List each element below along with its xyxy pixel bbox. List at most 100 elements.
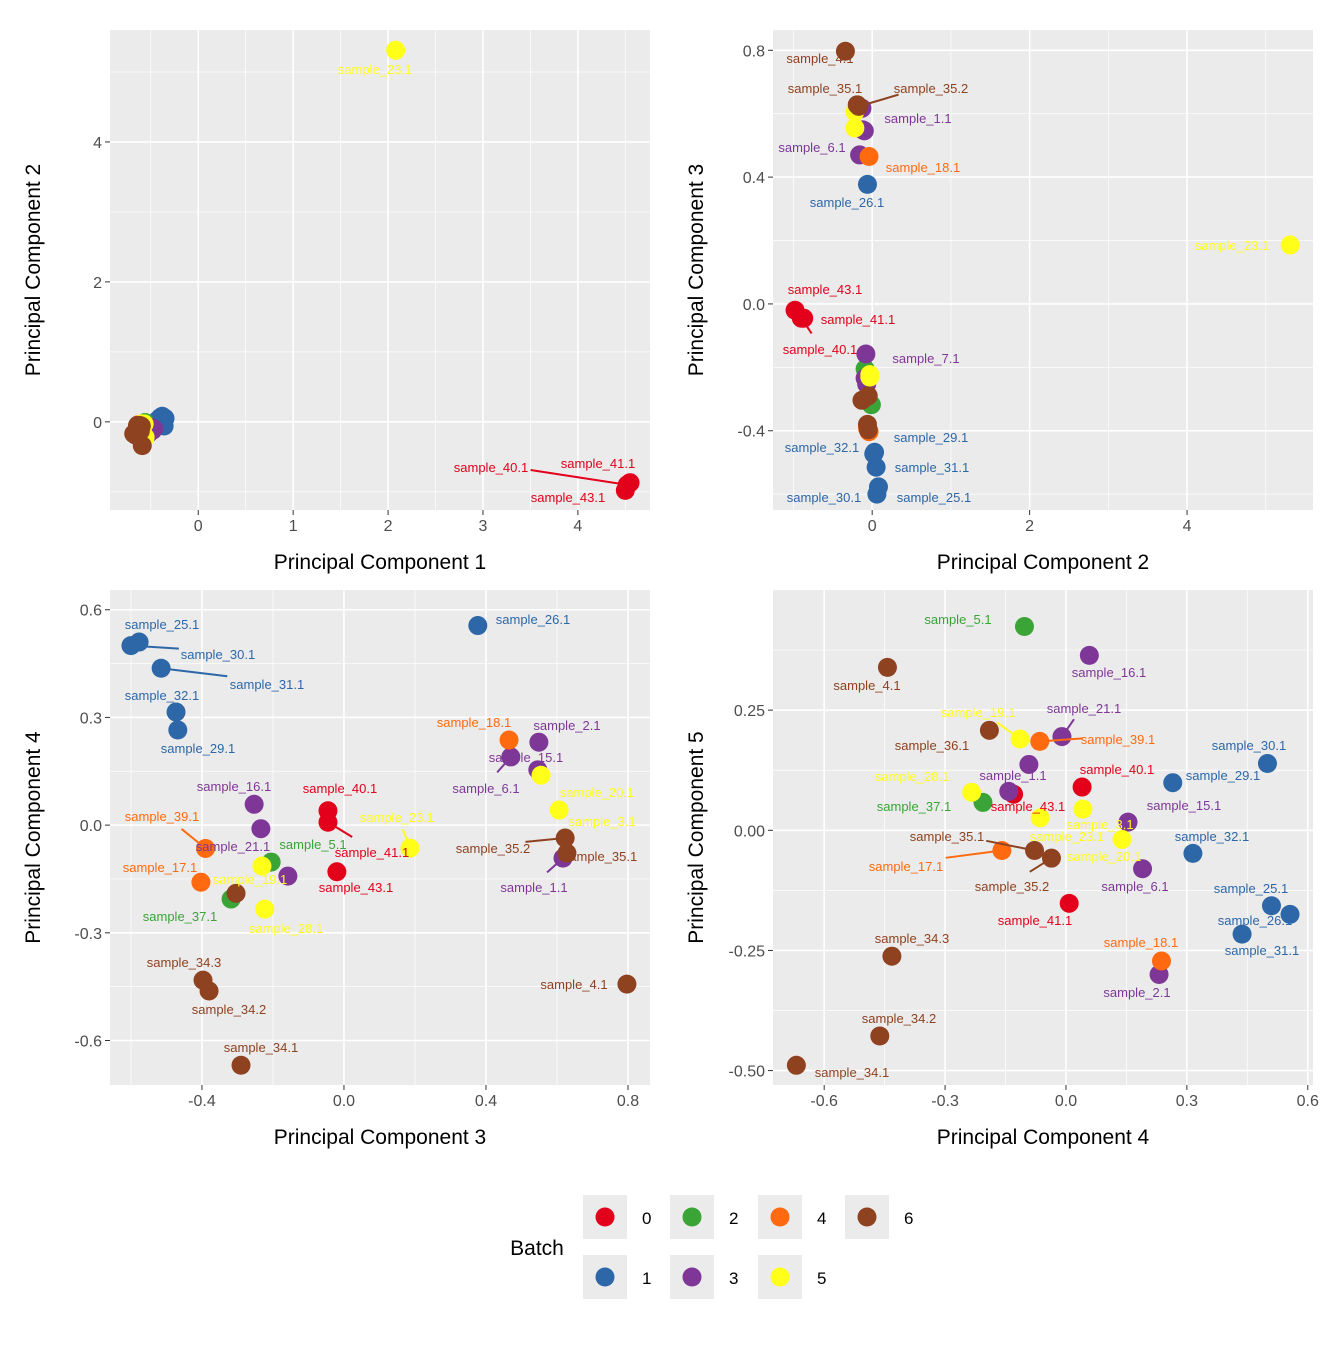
point-label: sample_43.1 xyxy=(531,490,605,505)
point-label: sample_34.1 xyxy=(815,1065,889,1080)
point-label: sample_2.1 xyxy=(1103,985,1170,1000)
point-label: sample_34.3 xyxy=(147,955,221,970)
legend-item-label: 6 xyxy=(904,1209,913,1228)
point-label: sample_7.1 xyxy=(892,351,959,366)
point-sample-7-1 xyxy=(999,781,1019,801)
point-sample-28-1 xyxy=(255,899,275,919)
y-tick-label: 0.25 xyxy=(734,703,765,720)
labels-layer: sample_5.1 sample_16.1 sample_4.1 sample_19… xyxy=(815,612,1299,1080)
point-label: sample_1.1 xyxy=(500,880,567,895)
point-sample-39-1 xyxy=(1030,731,1050,751)
point-sample-34-3 xyxy=(882,946,902,966)
y-tick-label: 0 xyxy=(93,415,102,432)
point-label: sample_23.1 xyxy=(1030,829,1104,844)
point-label: sample_25.1 xyxy=(1214,881,1288,896)
point-sample-40-1 xyxy=(1072,777,1092,797)
point-label: sample_16.1 xyxy=(197,779,271,794)
point-sample-32-1 xyxy=(864,444,884,464)
point-label: sample_30.1 xyxy=(787,490,861,505)
legend-item-batch-0: 0 xyxy=(583,1195,651,1239)
label-leader-line xyxy=(496,762,507,774)
point-label: sample_18.1 xyxy=(886,160,960,175)
point-sample-16-1 xyxy=(244,794,264,814)
point-label: sample_28.1 xyxy=(249,921,323,936)
point-label: sample_31.1 xyxy=(230,677,304,692)
legend-key-swatch xyxy=(770,1207,790,1227)
legend-item-label: 3 xyxy=(729,1269,738,1288)
label-leader-line xyxy=(945,850,995,859)
point-sample-30-1 xyxy=(867,484,887,504)
point-sample-23-1 xyxy=(1030,808,1050,828)
y-axis-title: Principal Component 2 xyxy=(22,164,45,376)
point-sample-2-1 xyxy=(529,732,549,752)
point-label: sample_20.1 xyxy=(560,785,634,800)
point-label: sample_29.1 xyxy=(161,741,235,756)
label-leader-line xyxy=(996,721,1015,736)
point-label: sample_35.1 xyxy=(788,81,862,96)
point-label: sample_43.1 xyxy=(788,282,862,297)
point-sample-36-1 xyxy=(979,720,999,740)
point-sample-28-1 xyxy=(962,782,982,802)
point-label: sample_15.1 xyxy=(1147,798,1221,813)
legend-key-swatch xyxy=(770,1267,790,1287)
panel-background xyxy=(773,590,1313,1085)
point-sample-4-1 xyxy=(617,974,637,994)
label-leader-line xyxy=(546,862,558,874)
point-sample-5-1 xyxy=(1014,617,1034,637)
label-leader-line xyxy=(138,645,179,650)
point-sample-35-2 xyxy=(849,96,869,116)
x-tick-label: -0.6 xyxy=(810,1093,838,1110)
point-label: sample_40.1 xyxy=(454,460,528,475)
y-tick-label: 4 xyxy=(93,135,102,152)
point-sample-43-1 xyxy=(327,862,347,882)
point-sample-32-1 xyxy=(166,702,186,722)
point-label: sample_35.2 xyxy=(975,879,1049,894)
label-leader-line xyxy=(168,668,228,678)
point-sample-34-1 xyxy=(786,1055,806,1075)
point-sample-23-1 xyxy=(386,40,406,60)
point-label: sample_41.1 xyxy=(821,312,895,327)
point-sample-41-1 xyxy=(1059,893,1079,913)
y-axis-title: Principal Component 5 xyxy=(685,731,708,943)
point-label: sample_29.1 xyxy=(894,430,968,445)
point-label: sample_23.1 xyxy=(338,62,412,77)
point-sample-4-1 xyxy=(877,657,897,677)
point-label: sample_16.1 xyxy=(1072,665,1146,680)
legend-item-batch-5: 5 xyxy=(758,1255,826,1299)
point-label: sample_36.1 xyxy=(895,738,969,753)
point-sample-18-1 xyxy=(1151,951,1171,971)
legend-title: Batch xyxy=(510,1237,564,1260)
point-sample-21-1 xyxy=(1052,727,1072,747)
x-tick-label: 1 xyxy=(289,518,298,535)
point-label: sample_35.1 xyxy=(910,829,984,844)
point-label: sample_17.1 xyxy=(123,860,197,875)
x-tick-label: 4 xyxy=(573,518,582,535)
point-sample-20-1 xyxy=(1073,799,1093,819)
point-label: sample_19.1 xyxy=(213,872,287,887)
x-axis-title: Principal Component 1 xyxy=(274,551,486,574)
point-sample-7-1 xyxy=(856,344,876,364)
point-label: sample_4.1 xyxy=(786,51,853,66)
point-sample-26-1 xyxy=(857,174,877,194)
point-label: sample_39.1 xyxy=(1081,732,1155,747)
labels-layer: sample_25.1 sample_30.1 sample_31.1 sample_… xyxy=(123,612,637,1055)
label-leader-line xyxy=(401,828,409,841)
point-label: sample_26.1 xyxy=(1218,913,1292,928)
y-tick-label: 2 xyxy=(93,275,102,292)
point-label: sample_32.1 xyxy=(125,688,199,703)
point-label: sample_43.1 xyxy=(319,880,393,895)
point-sample-25-1 xyxy=(1261,896,1281,916)
x-tick-label: -0.3 xyxy=(931,1093,959,1110)
point-sample-3-1 xyxy=(845,118,865,138)
label-leader-line xyxy=(530,469,620,485)
point-label: sample_18.1 xyxy=(1104,935,1178,950)
point-label: sample_21.1 xyxy=(1047,701,1121,716)
x-axis-title: Principal Component 3 xyxy=(274,1126,486,1149)
x-tick-label: 0.0 xyxy=(1055,1093,1077,1110)
x-tick-label: 4 xyxy=(1183,518,1192,535)
panel-4: -0.6 -0.3 0.0 0.3 0.6 -0.50 -0.25 0.00 0.25 Princ… xyxy=(685,590,1319,1149)
point-label: sample_17.1 xyxy=(869,859,943,874)
point-sample-30-1 xyxy=(1257,753,1277,773)
point-label: sample_18.1 xyxy=(437,715,511,730)
point-sample-17-1 xyxy=(191,872,211,892)
